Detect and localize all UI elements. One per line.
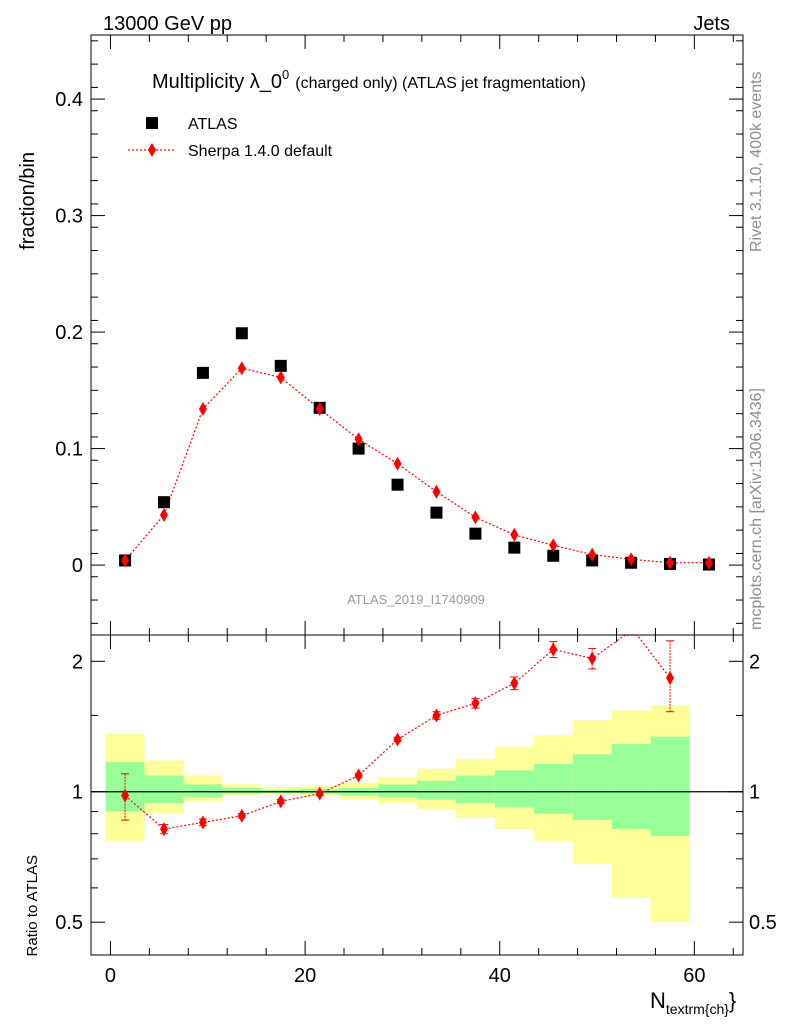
x-axis-label: Ntextrm{ch}} (650, 988, 736, 1017)
ratio-data-point (666, 671, 675, 686)
ratio-y-axis-label: Ratio to ATLAS (24, 855, 41, 956)
legend: ATLAS Sherpa 1.4.0 default (128, 116, 333, 160)
ratio-y-tick-label: 2 (72, 651, 83, 673)
uncertainty-band-green (494, 770, 534, 808)
ratio-data-point (315, 786, 324, 801)
ratio-sherpa-line (124, 634, 671, 830)
x-tick-label: 0 (105, 965, 116, 987)
atlas-data-point (430, 506, 443, 519)
sherpa-data-point (704, 555, 713, 570)
legend-sherpa-marker (148, 143, 156, 157)
sherpa-data-point (159, 508, 168, 522)
plot-title: Multiplicity λ_00(charged only) (ATLAS j… (152, 67, 586, 93)
uncertainty-band-green (183, 784, 223, 798)
main-y-tick-label: 0.3 (55, 206, 83, 228)
ratio-plot-frame (90, 634, 744, 956)
legend-atlas-label: ATLAS (188, 116, 238, 133)
main-y-tick-label: 0 (72, 555, 83, 577)
ratio-y-tick-label-right: 2 (749, 651, 760, 673)
atlas-data-point (196, 366, 209, 379)
analysis-watermark: ATLAS_2019_I1740909 (347, 592, 485, 607)
ratio-data-point (471, 696, 480, 711)
sherpa-data-point (237, 361, 246, 376)
atlas-data-point (274, 359, 287, 372)
ratio-y-tick-label-right: 0.5 (749, 912, 777, 934)
sherpa-data-point (666, 555, 675, 570)
sherpa-data-point (627, 552, 636, 567)
sherpa-data-point (198, 401, 207, 416)
atlas-data-point (469, 527, 482, 540)
main-y-axis-label: fraction/bin (17, 152, 39, 250)
ratio-y-tick-label: 0.5 (55, 912, 83, 934)
ratio-data-point (354, 768, 363, 783)
main-y-tick-label: 0.4 (55, 89, 83, 111)
ratio-data-point (588, 651, 597, 666)
sherpa-line (124, 367, 709, 564)
uncertainty-band-green (572, 754, 612, 821)
uncertainty-band-green (144, 775, 184, 804)
uncertainty-band-green (455, 775, 495, 804)
energy-label: 13000 GeV pp (103, 13, 232, 35)
ratio-data-point (121, 788, 130, 803)
sherpa-data-point (315, 401, 324, 416)
x-tick-label: 40 (489, 965, 511, 987)
ratio-data-point (549, 642, 558, 657)
ratio-data-point (237, 808, 246, 823)
category-label: Jets (693, 13, 730, 35)
uncertainty-band-green (222, 788, 262, 794)
uncertainty-band-green (650, 736, 690, 837)
rivet-version-label: Rivet 3.1.10, 400k events (748, 71, 765, 252)
sherpa-data-point (432, 484, 441, 499)
atlas-data-point (352, 442, 365, 455)
ratio-data-point (432, 708, 441, 723)
sherpa-data-point (276, 370, 285, 385)
ratio-y-tick-label-right: 1 (749, 782, 760, 804)
legend-sherpa-label: Sherpa 1.4.0 default (188, 143, 333, 160)
sherpa-data-point (510, 527, 519, 542)
main-y-tick-label: 0.2 (55, 322, 83, 344)
x-tick-label: 20 (294, 965, 316, 987)
sherpa-data-point (471, 510, 480, 525)
uncertainty-band-green (417, 780, 456, 800)
sherpa-data-point (121, 553, 130, 568)
legend-atlas-marker (146, 117, 158, 129)
ratio-data-point (510, 676, 519, 691)
ratio-y-tick-label: 1 (72, 782, 83, 804)
mcplots-label: mcplots.cern.ch [arXiv:1306.3436] (748, 388, 765, 630)
atlas-data-point (391, 478, 404, 491)
sherpa-data-point (549, 538, 558, 553)
sherpa-data-point (354, 432, 363, 447)
uncertainty-band-green (533, 763, 573, 814)
atlas-data-point (508, 541, 521, 554)
sherpa-data-point (393, 456, 402, 471)
ratio-data-point (159, 822, 168, 837)
sherpa-data-point (588, 547, 597, 562)
uncertainty-band-green (611, 743, 651, 830)
ratio-data-point (276, 794, 285, 809)
atlas-data-point (547, 549, 560, 562)
atlas-data-point (235, 327, 248, 340)
uncertainty-band-green (378, 784, 417, 798)
atlas-data-point (157, 496, 170, 509)
x-tick-label: 60 (683, 965, 705, 987)
ratio-data-point (393, 732, 402, 747)
main-y-tick-label: 0.1 (55, 439, 83, 461)
ratio-data-point (198, 815, 207, 830)
